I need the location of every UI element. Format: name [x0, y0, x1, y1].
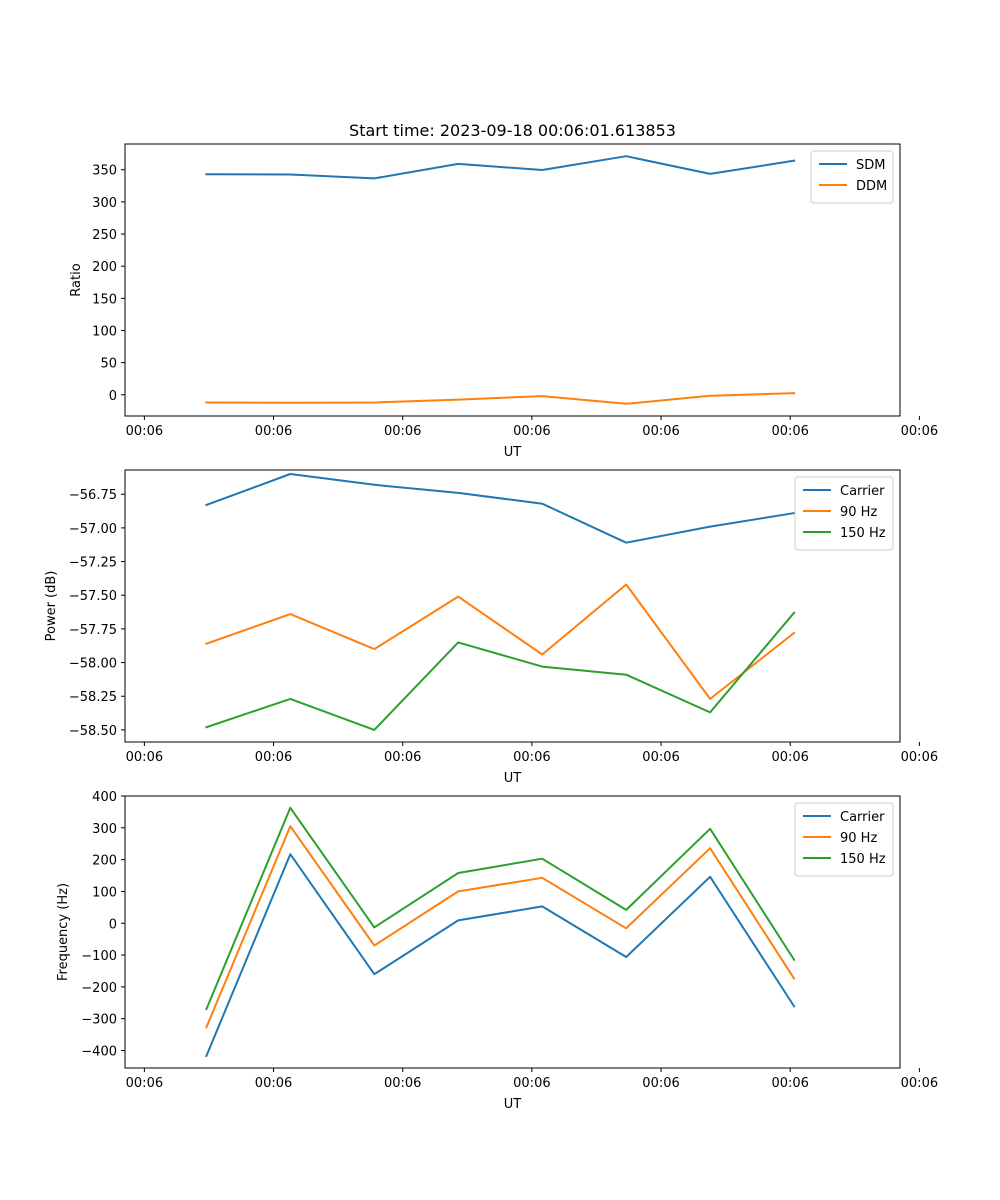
series-line-150-hz: [205, 611, 796, 731]
x-tick-label: 00:06: [901, 424, 938, 439]
legend-label-90-hz: 90 Hz: [840, 505, 877, 520]
legend-label-150-hz: 150 Hz: [840, 526, 886, 541]
x-tick-label: 00:06: [513, 424, 550, 439]
y-tick-label: −58.00: [69, 657, 117, 672]
y-tick-label: −100: [81, 949, 117, 964]
legend-label-carrier: Carrier: [840, 484, 885, 499]
y-tick-label: −57.25: [69, 556, 117, 571]
x-tick-label: 00:06: [255, 750, 292, 765]
frequency-chart: UT Frequency (Hz) 00:06 00:06 00:06 00:06 00…: [56, 790, 938, 1112]
y-axis-ticks: −400 −300 −200 −100 0 100 200 300 400: [81, 790, 125, 1060]
chart-title: Start time: 2023-09-18 00:06:01.613853: [349, 121, 676, 140]
x-tick-label: 00:06: [771, 424, 808, 439]
x-tick-label: 00:06: [384, 424, 421, 439]
series-line-carrier: [205, 473, 796, 544]
y-tick-label: −56.75: [69, 488, 117, 503]
x-tick-label: 00:06: [384, 1076, 421, 1091]
x-tick-label: 00:06: [901, 750, 938, 765]
y-tick-label: 350: [92, 164, 117, 179]
x-tick-label: 00:06: [384, 750, 421, 765]
y-tick-label: 0: [109, 917, 117, 932]
x-tick-label: 00:06: [255, 424, 292, 439]
y-tick-label: −57.50: [69, 589, 117, 604]
y-tick-label: 100: [92, 324, 117, 339]
x-tick-label: 00:06: [642, 424, 679, 439]
x-axis-label: UT: [504, 445, 522, 460]
series-lines: [205, 806, 796, 1058]
x-tick-label: 00:06: [255, 1076, 292, 1091]
x-tick-label: 00:06: [642, 1076, 679, 1091]
y-tick-label: 200: [92, 854, 117, 869]
y-tick-label: 0: [109, 389, 117, 404]
y-axis-label: Power (dB): [44, 571, 59, 642]
power-chart: UT Power (dB) 00:06 00:06 00:06 00:06 00:06 0…: [44, 469, 938, 786]
y-tick-label: −58.25: [69, 690, 117, 705]
y-tick-label: 300: [92, 822, 117, 837]
y-tick-label: 250: [92, 228, 117, 243]
x-tick-label: 00:06: [901, 1076, 938, 1091]
x-axis-label: UT: [504, 1097, 522, 1112]
y-tick-label: 200: [92, 260, 117, 275]
x-tick-label: 00:06: [513, 750, 550, 765]
x-tick-label: 00:06: [126, 424, 163, 439]
series-line-90-hz: [205, 825, 796, 1029]
y-axis-ticks: 0 50 100 150 200 250 300 350: [92, 164, 125, 404]
series-line-sdm: [205, 155, 796, 180]
x-tick-label: 00:06: [771, 1076, 808, 1091]
legend: Carrier 90 Hz 150 Hz: [794, 802, 894, 877]
x-tick-label: 00:06: [126, 1076, 163, 1091]
series-lines: [205, 155, 796, 405]
plot-frame: [124, 469, 901, 743]
ratio-chart: Start time: 2023-09-18 00:06:01.613853 U…: [69, 121, 938, 460]
y-tick-label: −57.00: [69, 522, 117, 537]
series-lines: [205, 473, 796, 731]
y-tick-label: 150: [92, 292, 117, 307]
y-tick-label: −200: [81, 981, 117, 996]
legend-label-ddm: DDM: [856, 179, 887, 194]
legend: SDM DDM: [810, 150, 894, 204]
legend-label-sdm: SDM: [856, 158, 885, 173]
y-axis-label: Frequency (Hz): [56, 883, 71, 981]
series-line-90-hz: [205, 583, 796, 700]
y-tick-label: 400: [92, 790, 117, 805]
y-tick-label: −400: [81, 1045, 117, 1060]
series-line-carrier: [205, 853, 796, 1058]
x-tick-label: 00:06: [642, 750, 679, 765]
series-line-ddm: [205, 392, 796, 405]
series-line-150-hz: [205, 806, 796, 1011]
x-tick-label: 00:06: [513, 1076, 550, 1091]
x-tick-label: 00:06: [771, 750, 808, 765]
plot-frame: [124, 795, 901, 1069]
y-tick-label: −58.50: [69, 724, 117, 739]
y-tick-label: −300: [81, 1013, 117, 1028]
legend-label-carrier: Carrier: [840, 810, 885, 825]
legend-label-90-hz: 90 Hz: [840, 831, 877, 846]
y-tick-label: −57.75: [69, 623, 117, 638]
x-axis-label: UT: [504, 771, 522, 786]
y-tick-label: 100: [92, 885, 117, 900]
y-tick-label: 50: [100, 357, 117, 372]
y-tick-label: 300: [92, 196, 117, 211]
legend-label-150-hz: 150 Hz: [840, 852, 886, 867]
y-axis-label: Ratio: [69, 263, 84, 296]
x-tick-label: 00:06: [126, 750, 163, 765]
y-axis-ticks: −58.50 −58.25 −58.00 −57.75 −57.50 −57.25 −57.…: [69, 488, 125, 739]
legend: Carrier 90 Hz 150 Hz: [794, 476, 894, 551]
plot-frame: [124, 143, 901, 417]
